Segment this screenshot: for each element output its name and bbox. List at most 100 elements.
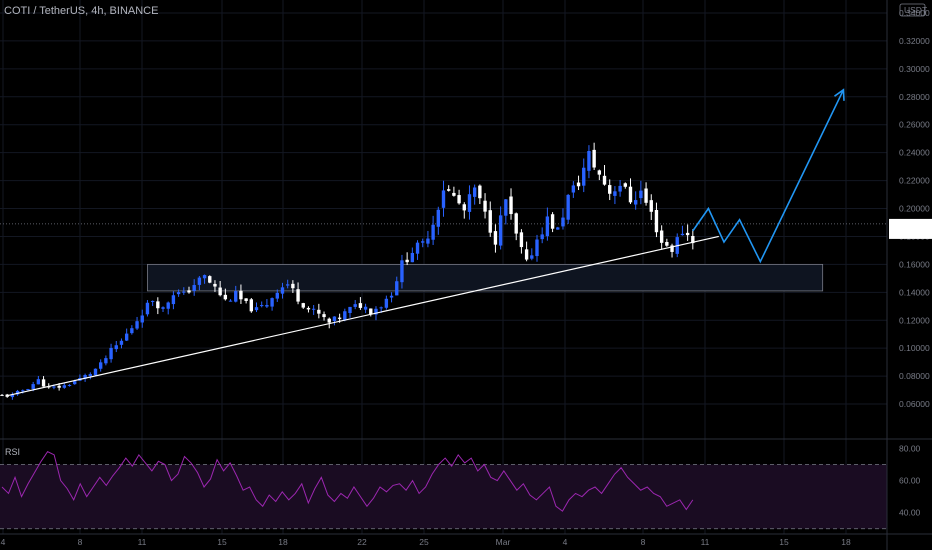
candle-body — [270, 298, 274, 307]
candle-body — [426, 238, 430, 244]
candle-body — [405, 259, 409, 263]
candle-body — [301, 303, 305, 308]
candle-body — [280, 287, 285, 294]
price-axis[interactable]: 0.34000 0.32000 0.30000 0.28000 0.26000 0.240… — [899, 8, 930, 409]
candle-body — [0, 394, 4, 396]
candles — [0, 142, 695, 400]
candle-body — [608, 185, 612, 194]
candle-body — [88, 374, 92, 377]
candle-body — [260, 305, 264, 307]
candle-body — [296, 289, 300, 302]
candle-body — [311, 308, 316, 310]
candle-body — [509, 196, 513, 215]
candle-body — [374, 308, 378, 315]
projection-path[interactable] — [692, 89, 845, 264]
candle-body — [208, 276, 212, 283]
candle-body — [192, 285, 196, 291]
candle-body — [197, 277, 202, 285]
candle-body — [400, 260, 404, 283]
support-zone[interactable] — [147, 263, 824, 292]
candle-body — [472, 187, 477, 197]
time-tick-label: 8 — [78, 537, 83, 547]
candle-body — [623, 183, 627, 187]
candle-body — [114, 345, 118, 350]
candle-body — [665, 242, 669, 246]
candle-body — [498, 215, 503, 246]
candle-body — [576, 182, 581, 187]
candle-body — [530, 255, 534, 259]
price-tick-label: 0.28000 — [899, 92, 930, 102]
candle-body — [628, 186, 633, 203]
candle-body — [109, 347, 113, 360]
candle-body — [545, 216, 550, 237]
candle-body — [478, 185, 482, 199]
candle-body — [566, 194, 570, 220]
current-price-value: 0.18898 — [896, 219, 929, 229]
candle-body — [493, 231, 498, 245]
price-tick-label: 0.08000 — [899, 371, 930, 381]
rsi-tick-label: 80.00 — [899, 443, 921, 453]
candle-body — [73, 381, 77, 385]
time-tick-label: 22 — [357, 537, 367, 547]
time-tick-label: 4 — [563, 537, 568, 547]
time-tick-label: 11 — [138, 537, 147, 547]
candle-body — [556, 227, 560, 230]
candle-body — [145, 302, 150, 315]
time-tick-label: Mar — [496, 537, 511, 547]
price-tick-label: 0.26000 — [899, 120, 930, 130]
candle-body — [83, 375, 87, 379]
candle-body — [389, 295, 394, 298]
countdown-value: 02:37:25 — [896, 228, 931, 238]
price-tick-label: 0.24000 — [899, 148, 930, 158]
rsi-axis[interactable]: 80.00 60.00 40.00 — [899, 443, 921, 517]
candle-body — [597, 170, 602, 175]
candle-body — [327, 318, 331, 323]
symbol-title[interactable]: COTI / TetherUS, 4h, BINANCE — [4, 5, 158, 17]
candle-body — [633, 200, 638, 205]
candle-body — [15, 390, 20, 395]
price-tick-label: 0.12000 — [899, 315, 930, 325]
price-tick-label: 0.20000 — [899, 204, 930, 214]
candle-body — [519, 232, 524, 248]
candle-body — [275, 292, 279, 299]
time-tick-label: 4 — [1, 537, 6, 547]
candle-body — [5, 394, 9, 397]
candle-body — [343, 311, 347, 320]
price-tick-label: 0.22000 — [899, 176, 930, 186]
candle-body — [156, 301, 160, 309]
candle-body — [654, 209, 659, 233]
candle-body — [239, 290, 243, 300]
currency-badge[interactable]: USDT — [904, 5, 927, 15]
candle-body — [613, 191, 617, 196]
price-tick-label: 0.32000 — [899, 36, 930, 46]
candle-body — [415, 242, 420, 254]
candle-body — [421, 241, 425, 243]
time-tick-label: 25 — [419, 537, 429, 547]
candle-body — [649, 200, 653, 212]
candle-body — [31, 384, 35, 389]
price-tick-label: 0.06000 — [899, 399, 930, 409]
candle-body — [119, 340, 124, 345]
candle-body — [213, 283, 217, 287]
rsi-band — [0, 464, 887, 529]
rsi-label[interactable]: RSI — [5, 447, 20, 457]
currency-badge-box[interactable] — [899, 3, 926, 17]
candle-body — [322, 314, 326, 318]
candle-body — [441, 190, 446, 208]
candle-body — [353, 304, 357, 307]
candle-body — [26, 389, 30, 391]
candle-body — [348, 306, 352, 313]
price-tick-label: 0.10000 — [899, 343, 930, 353]
candle-body — [514, 213, 518, 234]
rsi-tick-label: 60.00 — [899, 476, 921, 486]
candle-body — [436, 209, 440, 227]
candle-body — [291, 283, 295, 289]
candle-body — [379, 307, 383, 309]
trendline[interactable] — [7, 235, 719, 397]
candle-body — [504, 199, 508, 216]
candle-body — [659, 230, 664, 243]
candle-body — [135, 321, 139, 329]
candle-body — [202, 275, 207, 279]
time-axis[interactable]: 4 8 11 15 18 22 25 Mar 4 8 11 15 18 — [1, 537, 851, 547]
